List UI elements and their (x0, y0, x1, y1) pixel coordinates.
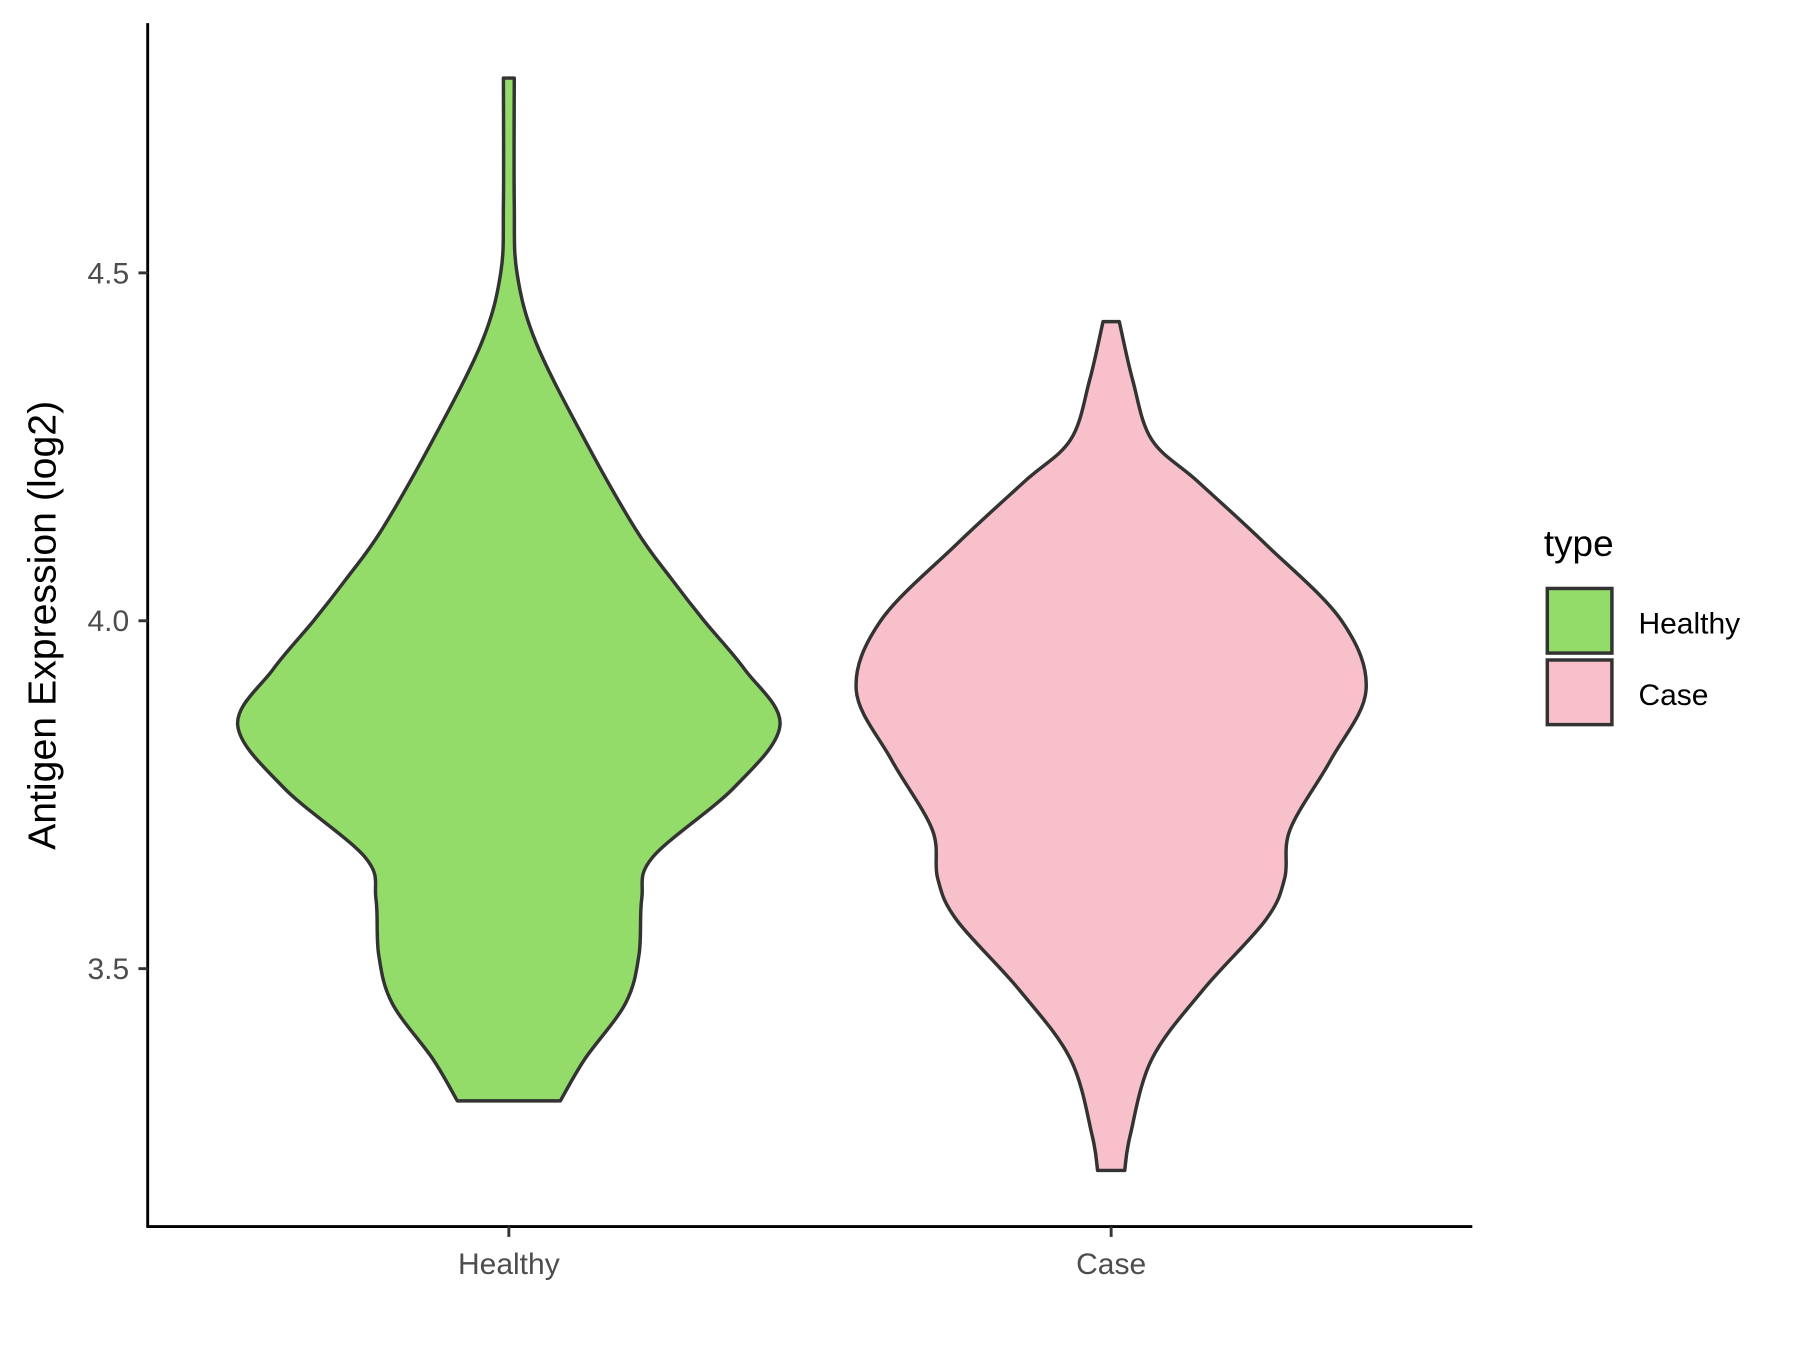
y-tick-label: 4.5 (88, 257, 130, 290)
x-ticks: Healthy Case (458, 1226, 1146, 1281)
violin-healthy (235, 76, 782, 1103)
y-axis-label: Antigen Expression (log2) (20, 401, 64, 850)
y-ticks: 3.5 4.0 4.5 (88, 257, 148, 986)
legend: Healthy Case (1545, 586, 1740, 727)
y-tick-label: 4.0 (88, 605, 130, 638)
x-tick-label: Healthy (458, 1248, 560, 1281)
violin-case (854, 319, 1368, 1173)
legend-key-case (1545, 658, 1614, 727)
x-tick-label: Case (1076, 1248, 1146, 1281)
legend-label: Case (1638, 679, 1708, 712)
legend-label: Healthy (1638, 607, 1740, 640)
legend-title: type (1544, 523, 1614, 564)
violins (235, 76, 1368, 1173)
legend-key-healthy (1545, 586, 1614, 655)
y-tick-label: 3.5 (88, 953, 130, 986)
